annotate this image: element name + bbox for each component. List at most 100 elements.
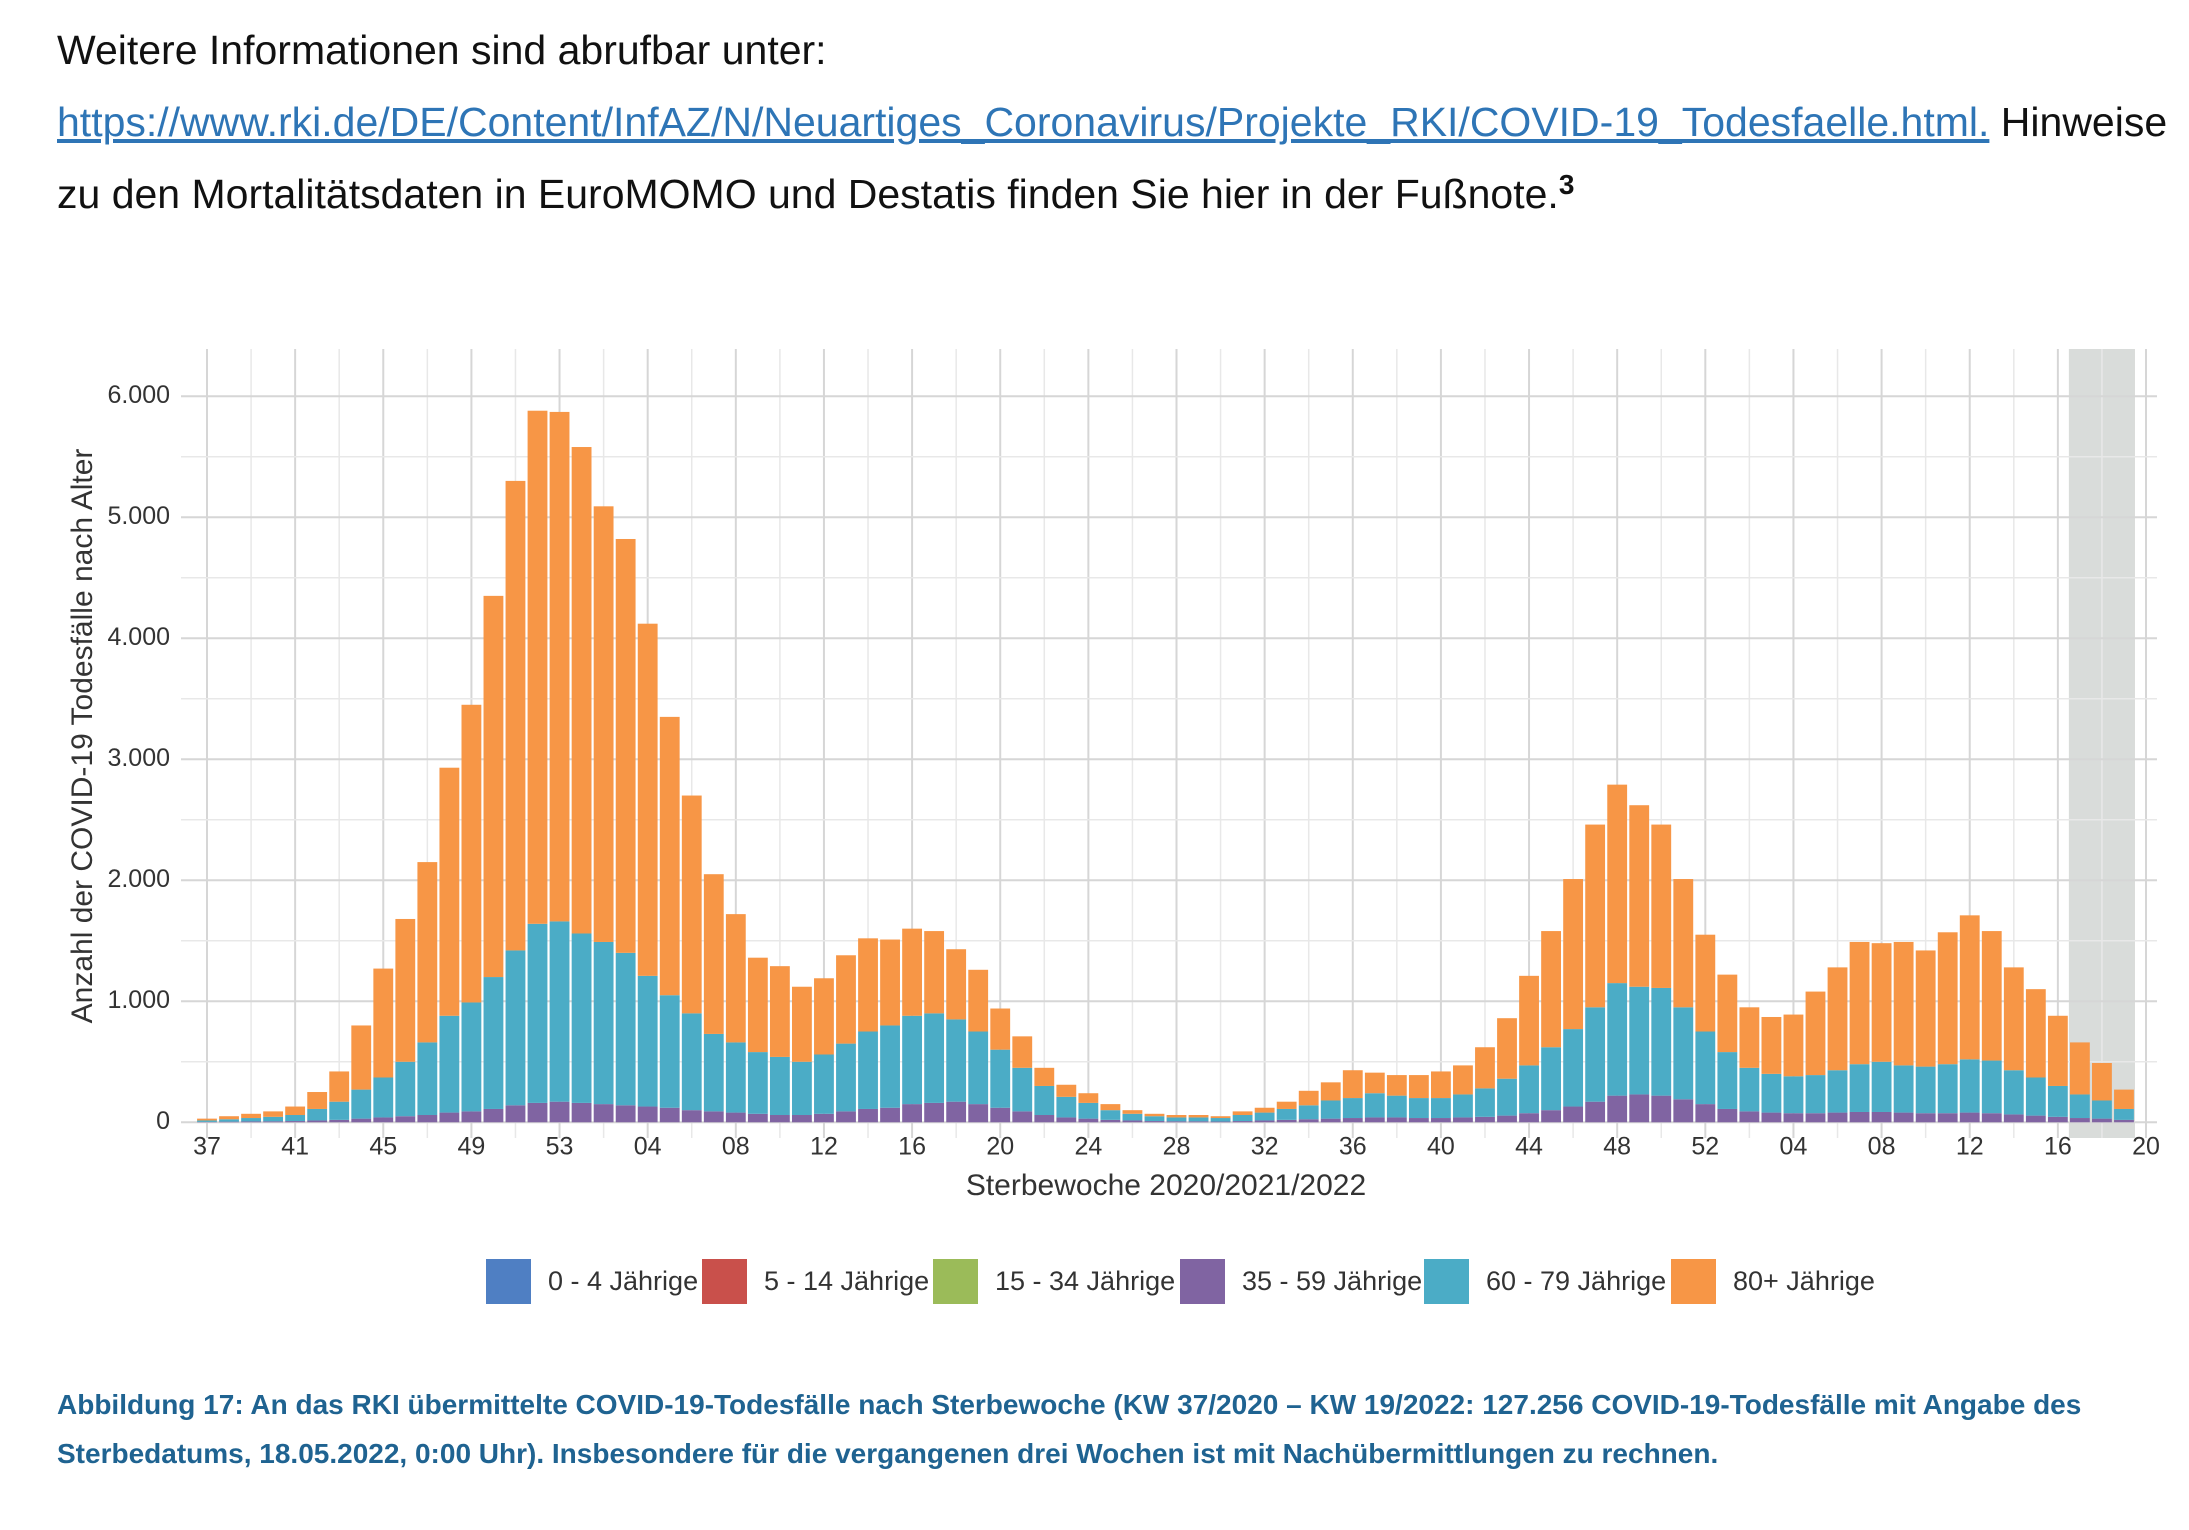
bar-segment [2092,1118,2112,1123]
bar-segment [792,1061,812,1116]
note-text: Hinweise zu den Mortalitätsdaten in Euro… [57,99,2168,217]
bar-segment [1849,1111,1870,1123]
bar-segment [1298,1119,1319,1123]
bar-segment [1298,1090,1319,1106]
bar-segment [1893,941,1914,1066]
footnote-ref: 3 [1558,169,1575,200]
bar-segment [1695,1031,1716,1105]
bar-segment [1541,931,1561,1048]
bar-segment [2047,1116,2068,1123]
bar-segment [725,1042,746,1113]
x-tick-label: 12 [810,1133,838,1161]
bar-segment [1342,1070,1363,1099]
bar-segment [880,1107,900,1123]
x-tick-label: 45 [369,1133,397,1161]
bar-segment [263,1111,284,1117]
bar-segment [1254,1107,1275,1113]
bar-segment [1959,1112,1980,1123]
bar-segment [483,595,504,978]
figure-caption: Abbildung 17: An das RKI übermittelte CO… [57,1389,2082,1469]
bar-segment [1629,986,1650,1095]
bar-segment [924,1013,945,1103]
bar-segment [373,1077,394,1118]
x-tick-label: 28 [1163,1133,1191,1161]
bar-segment [1034,1115,1055,1123]
x-tick-label: 41 [281,1133,309,1161]
bar-segment [1166,1121,1187,1123]
bar-segment [1254,1112,1275,1121]
bar-segment [1761,1016,1782,1074]
rki-link[interactable]: https://www.rki.de/DE/Content/InfAZ/N/Ne… [57,99,1990,145]
bar-segment [505,950,526,1106]
bar-segment [1166,1117,1187,1122]
x-tick-label: 08 [1868,1133,1896,1161]
x-tick-label: 08 [722,1133,750,1161]
bar-segment [2025,989,2046,1078]
bar-segment [703,1111,724,1123]
bar-segment [1386,1075,1407,1096]
bar-segment [990,1107,1011,1123]
bar-segment [990,1049,1011,1108]
bar-segment [1717,1052,1738,1109]
bar-segment [2114,1119,2134,1123]
bar-segment [1475,1116,1495,1123]
bar-segment [417,862,438,1043]
bar-segment [946,1101,967,1123]
bar-segment [527,410,548,924]
bar-segment [902,1015,923,1105]
bar-segment [307,1108,328,1121]
bar-segment [1188,1121,1209,1123]
bar-segment [439,1112,460,1123]
bar-segment [1519,975,1539,1066]
bar-segment [836,1111,856,1123]
bar-segment [1783,1113,1804,1123]
bar-segment [703,874,724,1034]
bar-segment [1012,1067,1033,1112]
legend-label: 35 - 59 Jährige [1242,1266,1422,1296]
bar-segment [659,1107,680,1123]
bar-segment [1783,1076,1804,1114]
bar-segment [1100,1119,1121,1123]
bar-segment [1453,1065,1473,1095]
bar-segment [1056,1096,1077,1118]
bar-segment [858,1031,878,1109]
bar-segment [703,1033,724,1112]
legend-item: 60 - 79 Jährige [1424,1259,1666,1304]
bar-segment [858,1108,878,1123]
bar-segment [1981,1060,2002,1114]
bar-segment [1673,879,1694,1008]
bar-segment [417,1115,438,1123]
bar-segment [285,1121,306,1123]
bar-segment [1166,1115,1187,1118]
x-tick-label: 12 [1956,1133,1984,1161]
bar-segment [1497,1018,1517,1079]
x-tick-label: 20 [2132,1133,2160,1161]
bar-segment [329,1071,350,1102]
y-tick-label: 2.000 [107,865,170,893]
bar-segment [1254,1120,1275,1123]
y-tick-label: 6.000 [107,381,170,409]
bar-segment [1585,1101,1606,1123]
bar-segment [1607,983,1628,1096]
bar-segment [637,975,658,1107]
bar-segment [2025,1077,2046,1116]
bar-segment [1519,1065,1539,1114]
bar-segment [946,1019,967,1102]
bar-segment [1805,1075,1826,1114]
bar-segment [461,1002,482,1112]
bar-segment [527,1102,548,1123]
bar-segment [1386,1117,1407,1123]
bar-segment [1320,1118,1341,1123]
intro-paragraph: Weitere Informationen sind abrufbar unte… [57,14,2177,230]
bar-segment [505,480,526,951]
bar-segment [769,1056,790,1116]
bar-segment [1739,1007,1760,1068]
bar-segment [1563,1029,1584,1107]
bar-segment [769,1115,790,1123]
bar-segment [880,1025,900,1108]
bar-segment [1915,950,1936,1067]
bar-segment [990,1008,1011,1050]
bar-segment [351,1089,372,1119]
bar-segment [747,1113,768,1123]
x-tick-label: 32 [1251,1133,1279,1161]
